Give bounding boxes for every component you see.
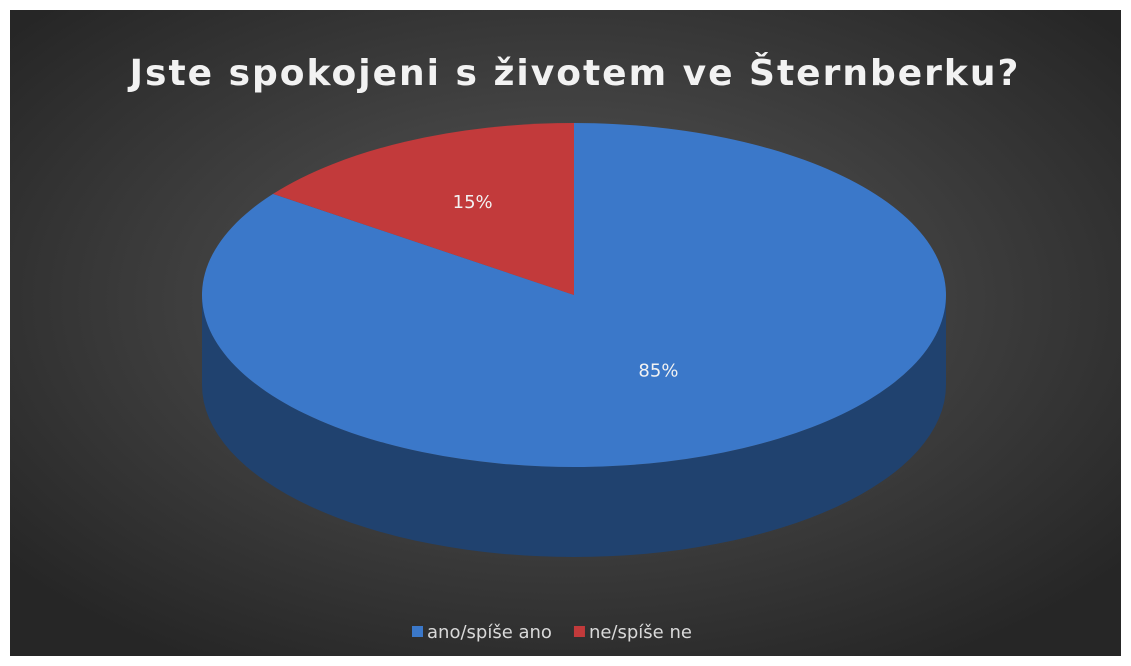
pie: 85% 15%	[202, 123, 946, 557]
data-label: 15%	[453, 192, 493, 213]
chart-title: Jste spokojeni s životem ve Šternberku?	[127, 52, 1021, 94]
pie-side	[202, 295, 946, 557]
legend: ano/spíše ano ne/spíše ne	[412, 622, 692, 643]
legend-label: ano/spíše ano	[427, 622, 552, 643]
legend-marker	[412, 626, 423, 637]
pie-slice	[273, 123, 574, 295]
data-label: 85%	[638, 361, 678, 382]
legend-marker	[573, 626, 585, 637]
legend-label: ne/spíše ne	[589, 622, 692, 643]
